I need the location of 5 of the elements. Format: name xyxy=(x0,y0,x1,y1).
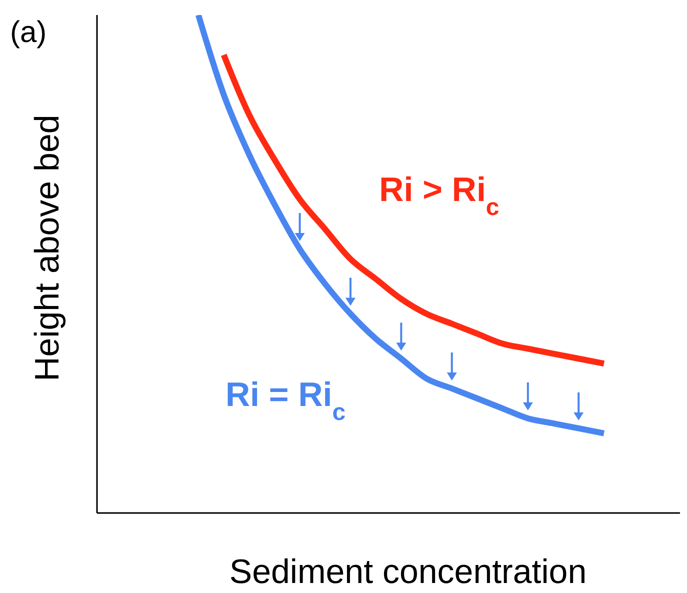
series-label: Ri > Ri$_{c}$ xyxy=(379,170,500,220)
series-label: Ri = Ri$_{c}$ xyxy=(225,376,346,426)
x-axis-title: Sediment concentration xyxy=(228,553,588,592)
text: (a) xyxy=(10,16,47,50)
y-axis-title: Height above bed xyxy=(28,114,68,382)
